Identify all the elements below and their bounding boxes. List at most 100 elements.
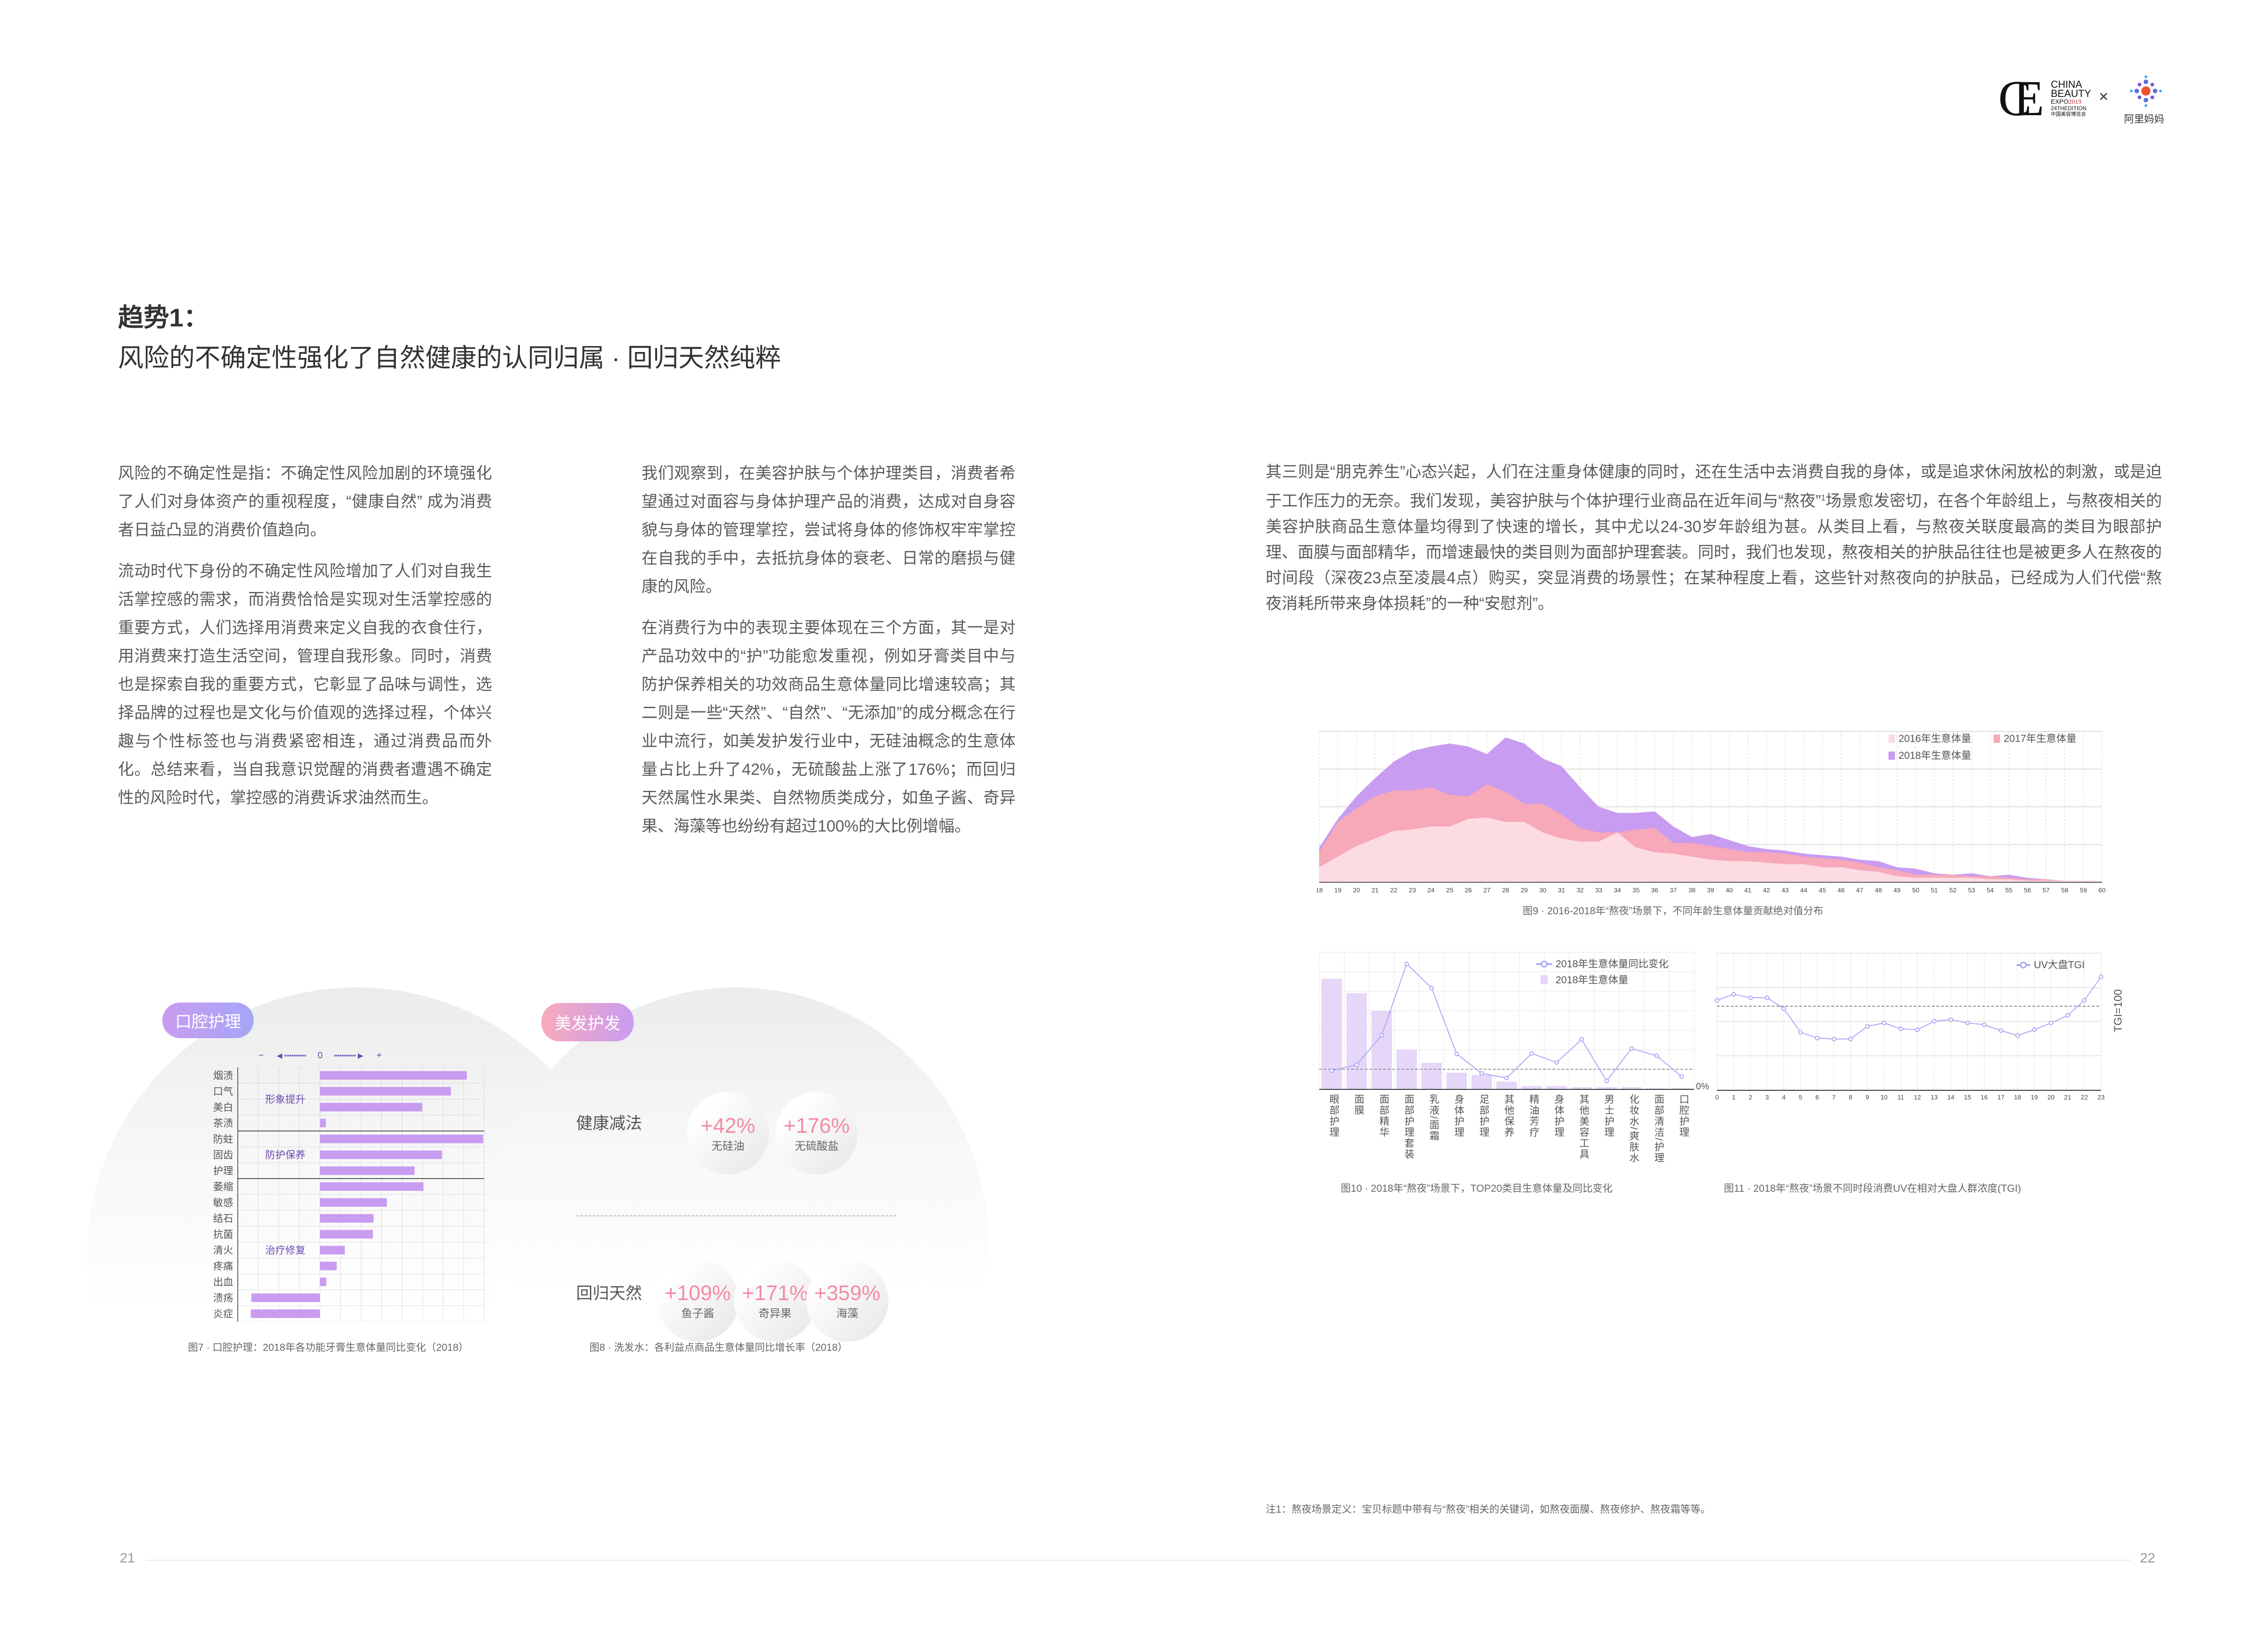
- bubble-label: 无硅油: [711, 1140, 744, 1152]
- bubble-percent: +42%: [701, 1113, 755, 1137]
- fig10-chart: 0% 2018年生意体量同比变化 2018年生意体量 眼部护理 面膜 面部精华 面部护理套装…: [1317, 949, 1719, 1168]
- x-tick-label: 30: [1539, 886, 1546, 894]
- x-tick-label: 41: [1744, 886, 1752, 894]
- area-series: [1319, 817, 2102, 882]
- times-sign: ×: [2099, 87, 2109, 106]
- fig8-bubble: +171% 奇异果: [734, 1259, 816, 1342]
- x-tick-label: 4: [1782, 1093, 1786, 1101]
- fig10-caption: 图10 · 2018年“熬夜”场景下，TOP20类目生意体量及同比变化: [1341, 1183, 1613, 1194]
- bubble-label: 无硫酸盐: [795, 1140, 839, 1152]
- x-tick-label: 57: [2043, 886, 2050, 894]
- fig11-chart: 0 1 2 3 4 5 6 7 8 9 10 11 12 13 14 15 16 17 18 19 20 21 22 23 UV…: [1715, 949, 2135, 1113]
- bar: [1521, 1086, 1542, 1089]
- category-label: 出血: [213, 1276, 233, 1288]
- x-tick-label: 35: [1632, 886, 1640, 894]
- category-label: 男士护理: [1603, 1094, 1615, 1138]
- category-label: 炎症: [213, 1308, 233, 1320]
- line-point: [1715, 998, 1719, 1003]
- line-point: [2099, 974, 2103, 979]
- category-label: 眼部护理: [1328, 1094, 1340, 1138]
- category-label: 茶渍: [213, 1118, 233, 1129]
- x-tick-label: 33: [1595, 886, 1603, 894]
- line-point: [1479, 1071, 1484, 1076]
- x-tick-label: 48: [1875, 886, 1882, 894]
- axis-plus: +: [376, 1050, 382, 1061]
- x-tick-label: 0: [1715, 1093, 1719, 1101]
- x-tick-label: 22: [2081, 1093, 2088, 1101]
- x-tick-label: 21: [1371, 886, 1379, 894]
- cbe-logo-mark: CE: [1998, 70, 2044, 126]
- x-tick-label: 9: [1866, 1093, 1869, 1101]
- x-tick-label: 26: [1465, 886, 1472, 894]
- legend-label: 2018年生意体量: [1556, 974, 1628, 986]
- bar: [251, 1309, 320, 1318]
- line-point: [1865, 1024, 1870, 1029]
- line-point: [2049, 1020, 2054, 1025]
- x-tick-label: 2: [1749, 1093, 1752, 1101]
- x-tick-label: 19: [2031, 1093, 2038, 1101]
- bubble-percent: +109%: [664, 1280, 731, 1305]
- x-tick-label: 60: [2098, 886, 2106, 894]
- x-tick-label: 49: [1894, 886, 1901, 894]
- trend-title: 趋势1：: [118, 303, 209, 332]
- bar: [1446, 1072, 1467, 1089]
- legend-swatch: [1888, 735, 1895, 743]
- category-label: 护理: [213, 1165, 233, 1177]
- x-tick-label: 6: [1815, 1093, 1819, 1101]
- x-tick-label: 23: [2097, 1093, 2105, 1101]
- line-point: [1798, 1030, 1803, 1035]
- bar: [320, 1277, 326, 1286]
- x-tick-label: 7: [1832, 1093, 1836, 1101]
- bar: [320, 1103, 423, 1112]
- line-point: [1529, 1051, 1534, 1056]
- x-tick-label: 53: [1968, 886, 1975, 894]
- category-label: 溃疡: [213, 1292, 233, 1304]
- fig11-svg: 0 1 2 3 4 5 6 7 8 9 10 11 12 13 14 15 16 17 18 19 20 21 22 23UV…: [1715, 953, 2124, 1101]
- line-point: [1831, 1036, 1836, 1041]
- x-tick-label: 14: [1947, 1093, 1955, 1101]
- x-tick-label: 8: [1849, 1093, 1852, 1101]
- x-tick-label: 51: [1931, 886, 1938, 894]
- x-tick-label: 42: [1763, 886, 1770, 894]
- legend-label: UV大盘TGI: [2034, 959, 2085, 971]
- bar: [320, 1230, 373, 1239]
- bar: [1671, 1088, 1692, 1089]
- cbe-line5: 中国美容博览会: [2051, 112, 2086, 117]
- oral-care-pill: 口腔护理: [162, 1003, 254, 1038]
- cbe-line1: CHINA: [2051, 79, 2082, 90]
- category-label: 烟渍: [213, 1070, 233, 1081]
- fig8-caption: 图8 · 洗发水：各利益点商品生意体量同比增长率（2018）: [589, 1342, 848, 1353]
- fig8-bubble: +109% 鱼子酱: [657, 1259, 739, 1342]
- x-tick-label: 13: [1931, 1093, 1938, 1101]
- line-point: [2065, 1013, 2070, 1018]
- cbe-line3a: EXPO: [2051, 98, 2069, 105]
- bar: [1546, 1086, 1567, 1089]
- bar: [1471, 1075, 1492, 1089]
- line-point: [1629, 1046, 1634, 1051]
- line-point: [1948, 1017, 1953, 1022]
- fig8-row-label-2: 回归天然: [576, 1284, 642, 1302]
- x-tick-label: 18: [2014, 1093, 2022, 1101]
- x-tick-label: 40: [1726, 886, 1733, 894]
- line-series: [1717, 976, 2102, 1040]
- col3-text-b: 场景愈发密切，在各个年龄组上，与熬夜相关的美容护肤商品生意体量均得到了快速的增长…: [1266, 492, 2162, 613]
- group-label: 治疗修复: [265, 1245, 305, 1256]
- legend-line-swatch: [1541, 960, 1548, 968]
- bubble-label: 海藻: [836, 1307, 858, 1320]
- bar: [1621, 1087, 1642, 1089]
- col3-text-a: 其三则是“朋克养生”心态兴起，人们在注重身体健康的同时，还在生活中去消费自我的身…: [1266, 463, 2162, 510]
- x-tick-label: 23: [1409, 886, 1416, 894]
- x-tick-label: 52: [1949, 886, 1957, 894]
- text-column-2: 我们观察到，在美容护肤与个体护理类目，消费者希望通过对面容与身体护理产品的消费，…: [642, 459, 1016, 853]
- x-tick-label: 10: [1880, 1093, 1888, 1101]
- fig8-row-label-1: 健康减法: [576, 1114, 642, 1132]
- x-tick-label: 32: [1577, 886, 1584, 894]
- x-tick-label: 59: [2080, 886, 2087, 894]
- line-point: [1965, 1020, 1970, 1025]
- bar: [1421, 1062, 1442, 1089]
- fig9-caption: 图9 · 2016-2018年“熬夜”场景下，不同年龄生意体量贡献绝对值分布: [1523, 905, 1824, 917]
- x-tick-label: 5: [1799, 1093, 1803, 1101]
- bar: [1571, 1087, 1592, 1089]
- bar: [320, 1246, 345, 1254]
- x-tick-label: 39: [1707, 886, 1714, 894]
